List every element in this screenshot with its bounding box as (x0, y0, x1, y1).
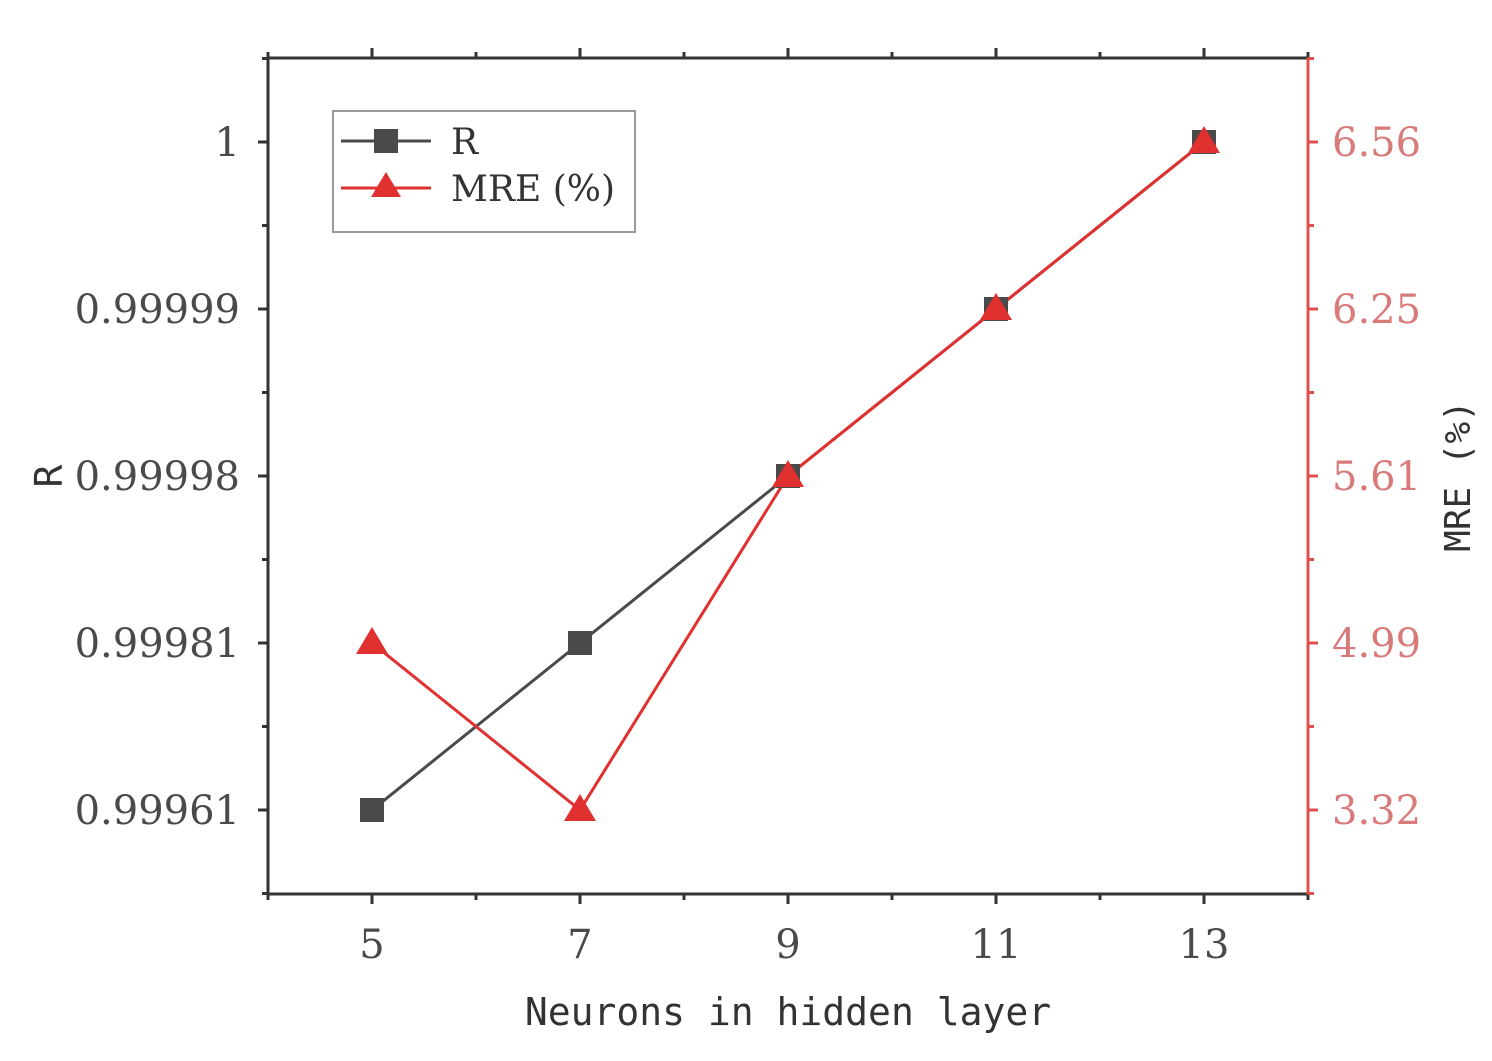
x-tick-label: 13 (1179, 922, 1230, 968)
marker-mre-point (1188, 126, 1220, 153)
legend-label-r: R (451, 122, 479, 163)
y-left-tick-label: 0.99981 (75, 621, 240, 667)
y-right-tick-label: 6.25 (1332, 287, 1421, 333)
x-axis-title: Neurons in hidden layer (525, 990, 1051, 1034)
legend-marker-mre (371, 172, 401, 197)
marker-mre-point (356, 627, 388, 654)
x-tick-label: 5 (359, 922, 384, 968)
y-axis-title-right: MRE (%) (1438, 400, 1479, 552)
marker-mre-point (564, 794, 596, 821)
x-tick-label: 9 (775, 922, 800, 968)
axis-ticks (258, 48, 1318, 904)
y-left-tick-label: 1 (215, 120, 240, 166)
y-right-tick-label: 6.56 (1332, 120, 1421, 166)
x-tick-label: 11 (971, 922, 1022, 968)
marker-r-point (568, 631, 592, 655)
legend-marker-r (374, 129, 398, 153)
series-markers (356, 126, 1220, 822)
y-left-tick-label: 0.99998 (75, 454, 240, 500)
y-right-tick-label: 3.32 (1332, 788, 1421, 834)
y-left-tick-label: 0.99961 (75, 788, 240, 834)
x-tick-label: 7 (567, 922, 592, 968)
y-right-tick-label: 4.99 (1332, 621, 1421, 667)
marker-r-point (360, 798, 384, 822)
marker-mre-point (980, 293, 1012, 320)
tick-labels: 5 7 9 11 13 0.99961 0.99981 0.99998 0.99999 1 3.32… (75, 120, 1421, 968)
legend: R MRE (%) (332, 110, 636, 233)
y-right-tick-label: 5.61 (1332, 454, 1421, 500)
y-axis-title-left: R (27, 464, 71, 487)
y-left-tick-label: 0.99999 (75, 287, 240, 333)
marker-mre-point (772, 460, 804, 487)
legend-label-mre: MRE (%) (451, 169, 615, 210)
